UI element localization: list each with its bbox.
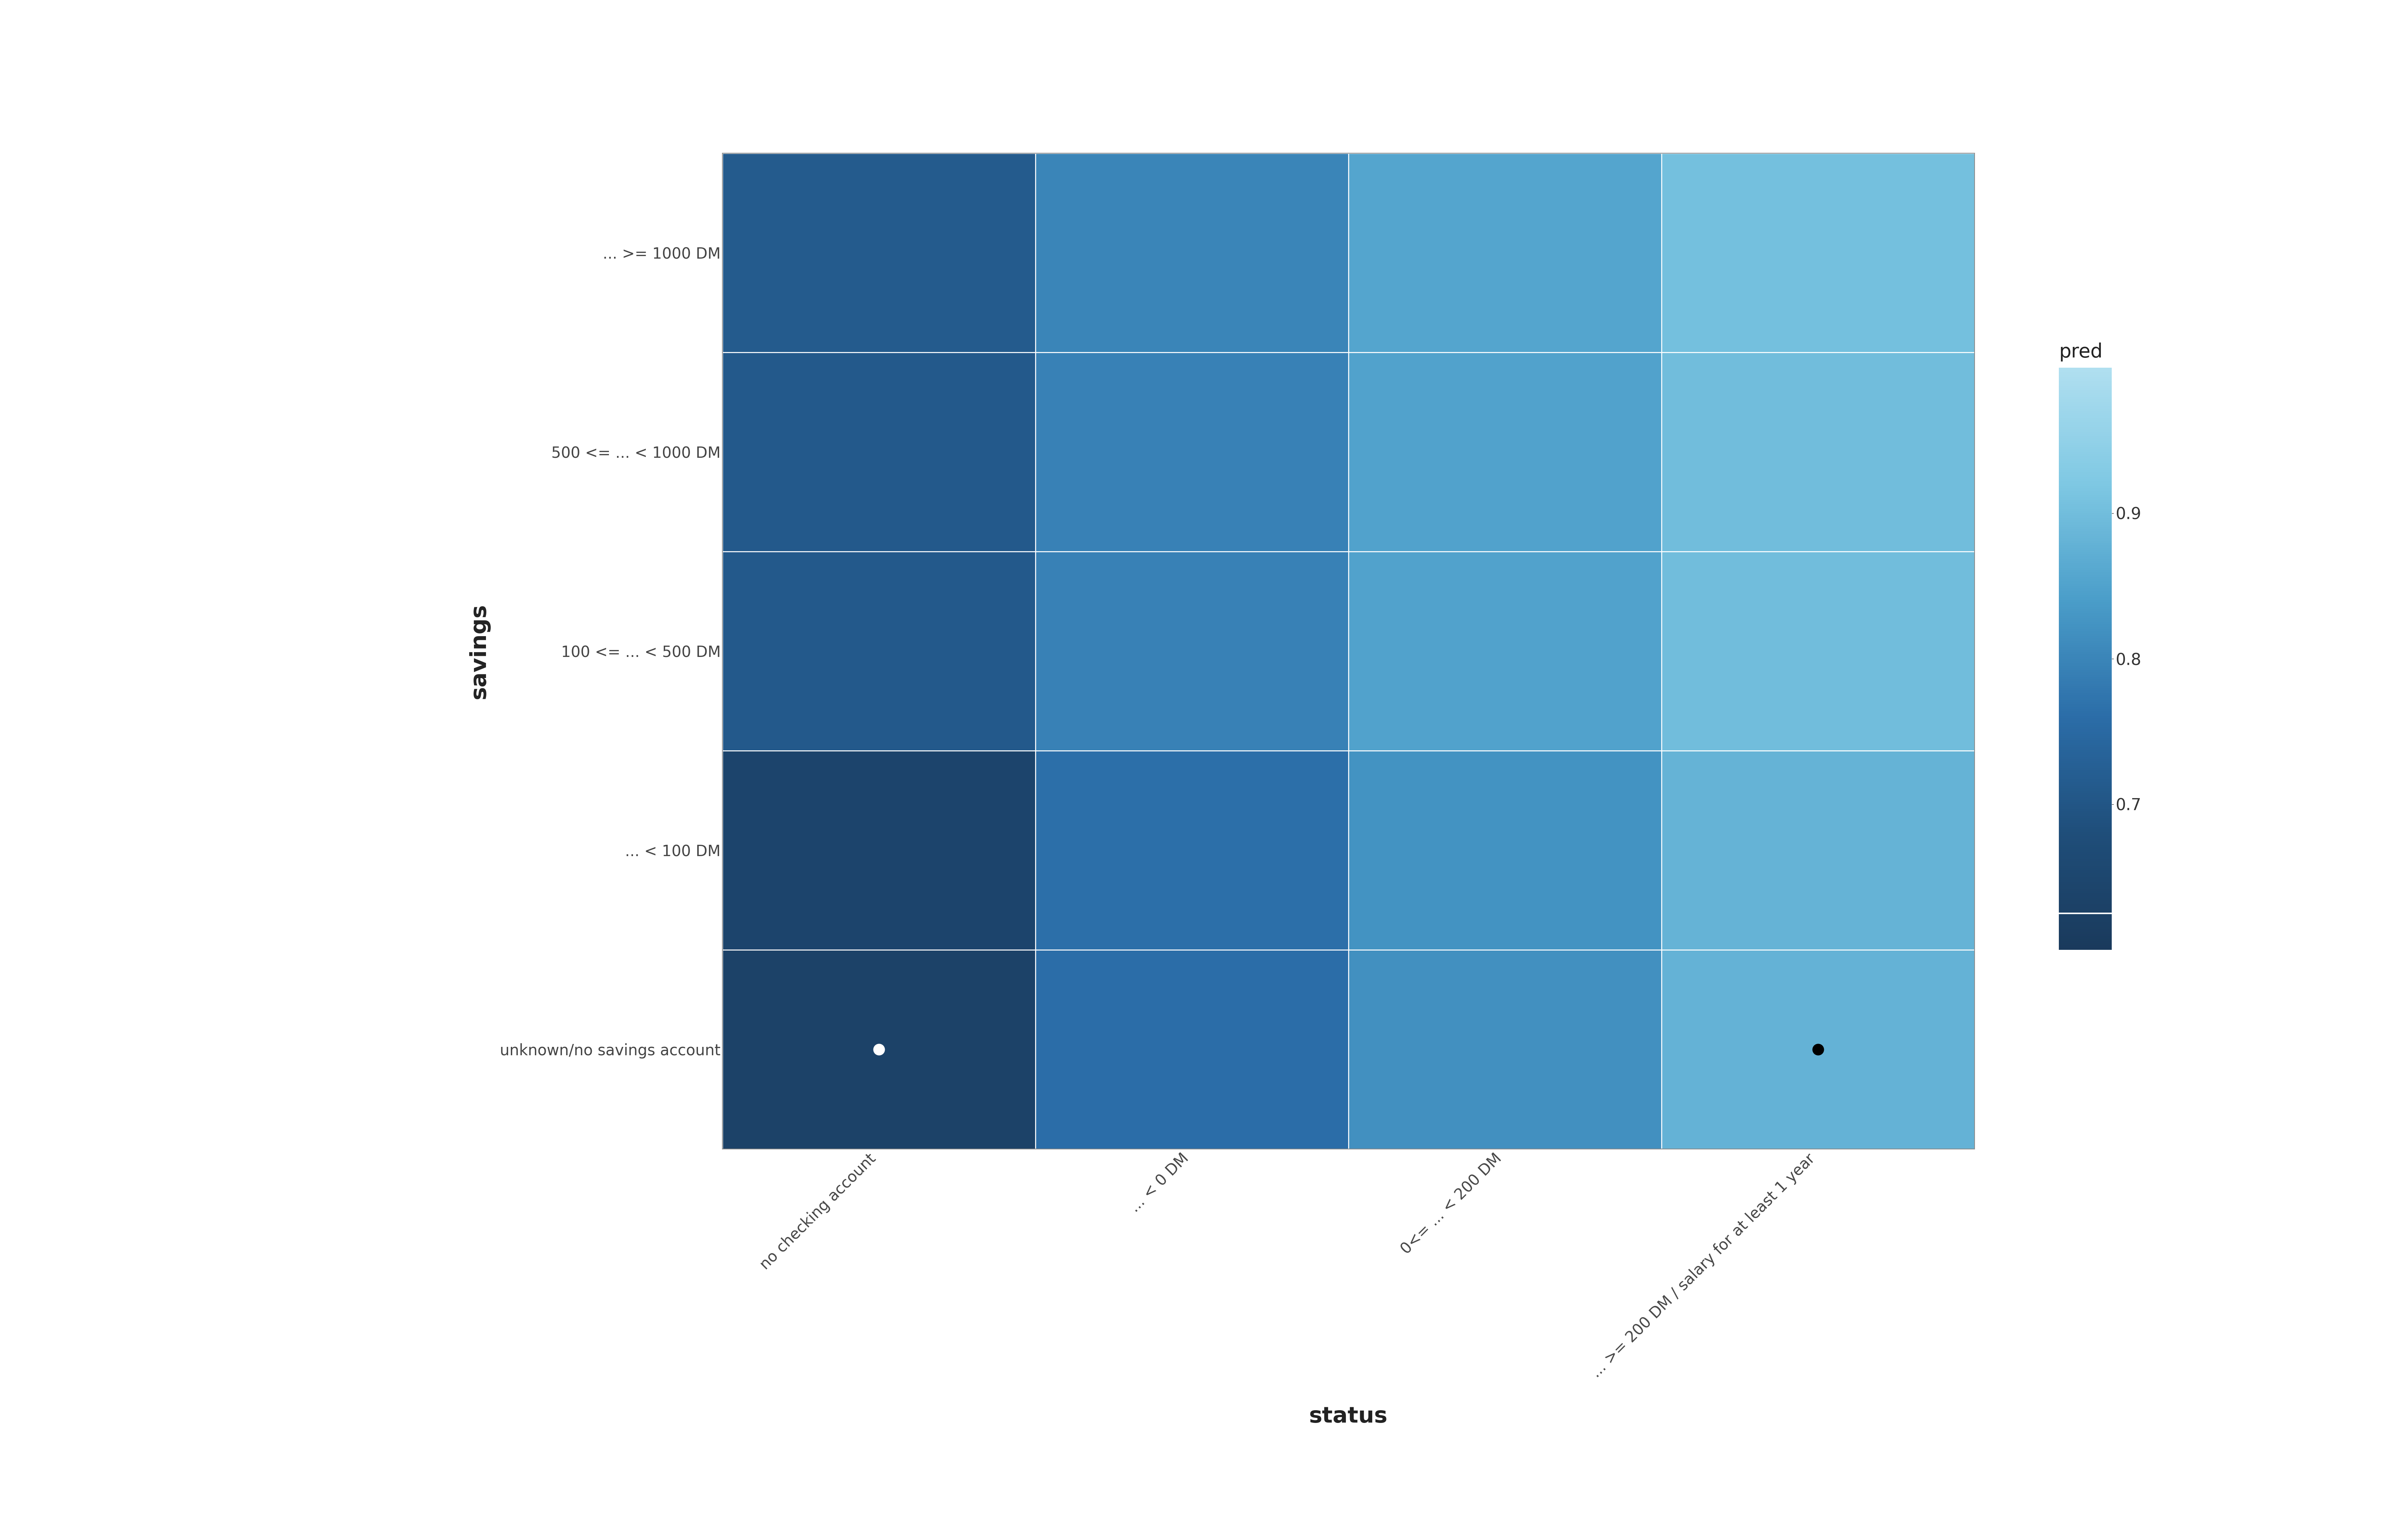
- Y-axis label: savings: savings: [467, 604, 489, 699]
- X-axis label: status: status: [1310, 1406, 1387, 1428]
- Text: pred: pred: [2059, 343, 2102, 362]
